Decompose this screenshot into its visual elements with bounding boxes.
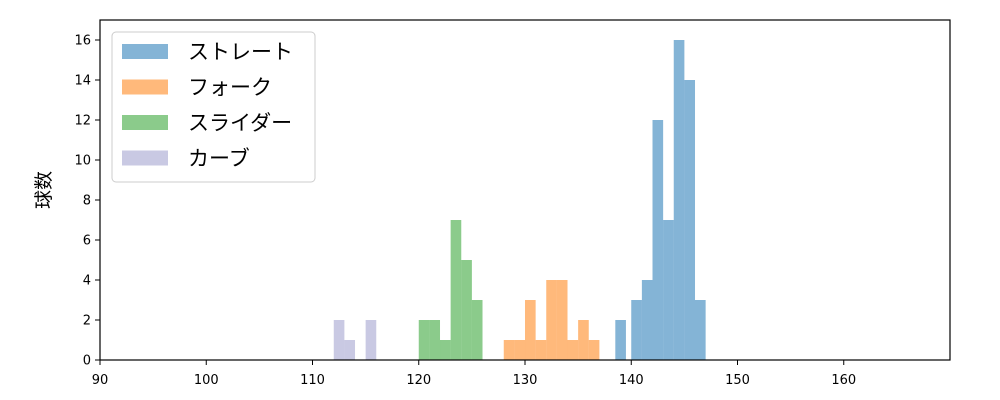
y-tick-label: 14 <box>74 74 91 89</box>
legend-label: ストレート <box>188 40 293 64</box>
histogram-bar <box>578 320 589 360</box>
histogram-bar <box>615 320 626 360</box>
histogram-bar <box>471 300 483 360</box>
x-tick-label: 160 <box>831 373 856 388</box>
legend-swatch <box>122 79 168 95</box>
y-tick-label: 0 <box>83 354 91 369</box>
x-tick-label: 90 <box>92 373 109 388</box>
x-tick-label: 110 <box>300 373 325 388</box>
y-tick-label: 2 <box>83 314 91 329</box>
y-tick-label: 10 <box>74 154 91 169</box>
histogram-bar <box>588 340 600 360</box>
histogram-bar <box>429 320 441 360</box>
histogram-bar <box>344 340 356 360</box>
histogram-bar <box>514 340 526 360</box>
y-tick-label: 6 <box>83 234 91 249</box>
histogram-bar <box>418 320 430 360</box>
axes-layer: 90 100 110 120 130 140 150 160 0 2 4 6 8 10 12 14 16 <box>74 19 951 388</box>
legend-swatch <box>122 115 168 130</box>
y-axis-label: 球数 <box>33 171 55 209</box>
histogram-bar <box>440 340 451 360</box>
histogram-bar <box>535 340 547 360</box>
legend-label: フォーク <box>188 76 272 100</box>
y-tick-label: 8 <box>83 194 91 209</box>
histogram-bar <box>641 280 653 360</box>
histogram-bar <box>567 340 579 360</box>
y-tick-label: 16 <box>74 34 91 49</box>
legend-box <box>111 31 316 183</box>
x-tick-label: 150 <box>725 373 750 388</box>
histogram-bar <box>684 80 696 360</box>
x-tick-label: 120 <box>406 373 431 388</box>
histogram-bar <box>652 120 664 360</box>
histogram-bar <box>631 300 642 360</box>
histogram-bar <box>503 340 515 360</box>
legend-label: カーブ <box>188 147 250 171</box>
bars-layer <box>333 40 706 360</box>
legend-label: スライダー <box>188 111 292 135</box>
legend-swatch <box>122 150 168 166</box>
histogram-bar <box>365 320 377 360</box>
x-tick-label: 140 <box>619 373 644 388</box>
x-tick-label: 130 <box>513 373 538 388</box>
legend-swatch <box>122 44 168 59</box>
histogram-bar <box>673 40 685 360</box>
histogram-bar <box>450 220 462 360</box>
histogram-bar <box>546 280 557 360</box>
histogram-bar <box>333 320 345 360</box>
y-tick-label: 12 <box>74 114 91 129</box>
x-tick-label: 100 <box>194 373 219 388</box>
histogram-bar <box>525 300 536 360</box>
y-tick-label: 4 <box>83 274 91 289</box>
histogram-bar <box>695 300 706 360</box>
histogram-bar <box>556 280 568 360</box>
histogram-bar <box>663 220 674 360</box>
histogram-bar <box>461 260 472 360</box>
